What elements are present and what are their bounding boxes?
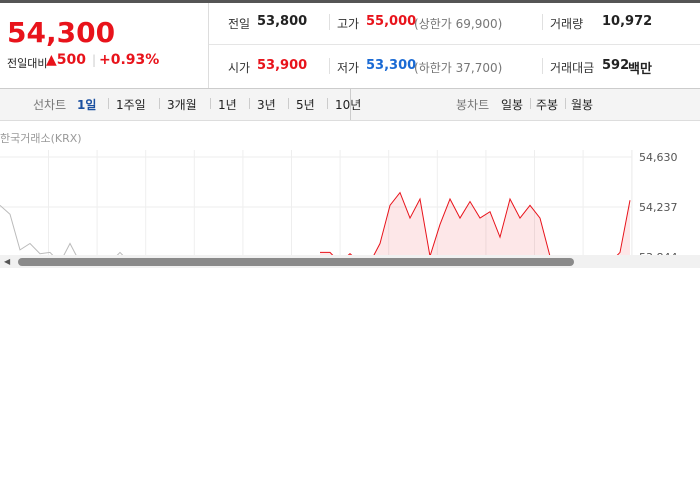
divider [208, 3, 209, 89]
price: 54,300 [7, 16, 116, 49]
limit-value: 37,700 [455, 61, 498, 75]
y-tick-label: 54,630 [639, 151, 678, 164]
sep [249, 98, 250, 109]
stat-value: 10,972 [602, 14, 653, 29]
area [320, 192, 630, 255]
sep [159, 98, 160, 109]
divider [329, 14, 330, 30]
change-pct: +0.93% [99, 52, 160, 68]
change-value: 500 [56, 52, 87, 68]
sep [565, 98, 566, 109]
sep [108, 98, 109, 109]
tab[interactable]: 일봉 [501, 98, 524, 112]
tab[interactable]: 3년 [257, 98, 276, 112]
sep [288, 98, 289, 109]
limit-label: 하한가 [418, 61, 452, 75]
stat-value: 55,000 [366, 14, 417, 29]
source: 한국거래소(KRX) [0, 132, 82, 145]
stat-label: 시가 [228, 61, 251, 75]
scroll-thumb[interactable] [18, 258, 574, 266]
stat-label: 전일 [228, 17, 251, 31]
line [0, 204, 124, 255]
divider [542, 58, 543, 74]
stat-value: 592 [602, 58, 630, 73]
sep [327, 98, 328, 109]
divider [329, 58, 330, 74]
stat-value: 53,300 [366, 58, 417, 73]
tab[interactable]: 1년 [218, 98, 237, 112]
limit-value: 69,900 [455, 17, 498, 31]
change-label: 전일대비 [7, 57, 48, 70]
tab[interactable]: 10년 [335, 98, 362, 112]
divider [209, 44, 700, 45]
tab[interactable]: 주봉 [536, 98, 559, 112]
stat-limit: (상한가 69,900) [414, 17, 503, 31]
sep [530, 98, 531, 109]
sep [210, 98, 211, 109]
stat-limit: (하한가 37,700) [414, 61, 503, 75]
scroll-left[interactable]: ◀ [4, 257, 11, 266]
line [320, 191, 631, 255]
tab-group-label: 봉차트 [456, 98, 490, 112]
stat-label: 저가 [337, 61, 360, 75]
tab[interactable]: 1일 [77, 98, 97, 112]
tab[interactable]: 1주일 [116, 98, 146, 112]
divider [542, 14, 543, 30]
change: ▲500 [46, 52, 87, 68]
stat-value: 53,900 [257, 58, 308, 73]
divider [350, 89, 351, 120]
y-tick-label: 54,237 [639, 201, 678, 214]
y-tick-label: 53,844 [639, 251, 678, 255]
stat-label: 고가 [337, 17, 360, 31]
stat-unit: 백만 [628, 62, 652, 77]
tab-group-label: 선차트 [33, 98, 67, 112]
stat-label: 거래대금 [550, 61, 595, 75]
stat-value: 53,800 [257, 14, 308, 29]
chart: 54,630 54,237 53,844 [0, 150, 678, 255]
tab[interactable]: 3개월 [167, 98, 197, 112]
sep: | [92, 53, 97, 67]
stat-label: 거래량 [550, 17, 584, 31]
top-border [0, 0, 700, 3]
tab[interactable]: 5년 [296, 98, 315, 112]
tab[interactable]: 월봉 [571, 98, 594, 112]
limit-label: 상한가 [418, 17, 452, 31]
